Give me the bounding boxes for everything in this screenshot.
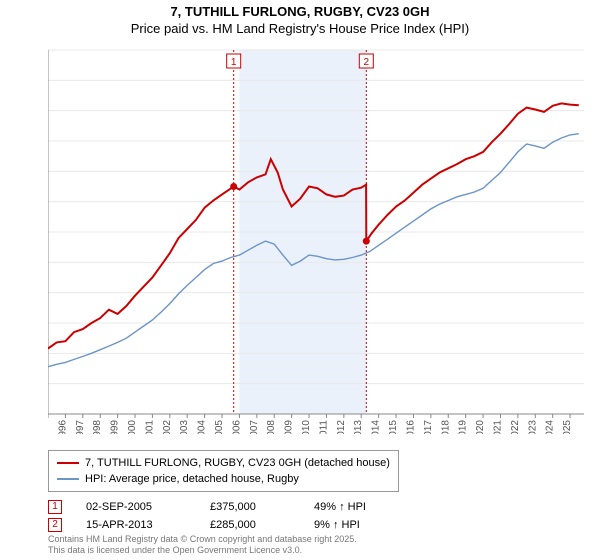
svg-text:2024: 2024 bbox=[545, 420, 556, 434]
svg-text:2014: 2014 bbox=[371, 420, 382, 434]
svg-text:2018: 2018 bbox=[440, 420, 451, 434]
svg-text:1999: 1999 bbox=[110, 420, 121, 434]
chart-container: 7, TUTHILL FURLONG, RUGBY, CV23 0GH Pric… bbox=[0, 0, 600, 560]
legend-row: HPI: Average price, detached house, Rugb… bbox=[57, 471, 390, 487]
footer-line2: This data is licensed under the Open Gov… bbox=[48, 545, 357, 556]
svg-text:2010: 2010 bbox=[301, 420, 312, 434]
sale-date: 02-SEP-2005 bbox=[86, 498, 186, 516]
legend-row: 7, TUTHILL FURLONG, RUGBY, CV23 0GH (det… bbox=[57, 455, 390, 471]
title-address: 7, TUTHILL FURLONG, RUGBY, CV23 0GH bbox=[0, 4, 600, 19]
sale-row: 2 15-APR-2013 £285,000 9% ↑ HPI bbox=[48, 516, 414, 534]
svg-text:2012: 2012 bbox=[336, 420, 347, 434]
footer: Contains HM Land Registry data © Crown c… bbox=[48, 534, 357, 556]
svg-text:2003: 2003 bbox=[179, 420, 190, 434]
svg-text:2011: 2011 bbox=[318, 420, 329, 434]
title-subtitle: Price paid vs. HM Land Registry's House … bbox=[0, 21, 600, 36]
svg-text:2: 2 bbox=[364, 57, 370, 68]
svg-text:2025: 2025 bbox=[562, 420, 573, 434]
sale-price: £375,000 bbox=[210, 498, 290, 516]
svg-text:2013: 2013 bbox=[353, 420, 364, 434]
legend-swatch-red bbox=[57, 462, 79, 464]
sale-date: 15-APR-2013 bbox=[86, 516, 186, 534]
svg-text:1997: 1997 bbox=[75, 420, 86, 434]
sale-price: £285,000 bbox=[210, 516, 290, 534]
svg-text:1995: 1995 bbox=[48, 420, 51, 434]
legend-label: 7, TUTHILL FURLONG, RUGBY, CV23 0GH (det… bbox=[85, 455, 390, 471]
svg-text:2006: 2006 bbox=[231, 420, 242, 434]
svg-text:2023: 2023 bbox=[527, 420, 538, 434]
title-block: 7, TUTHILL FURLONG, RUGBY, CV23 0GH Pric… bbox=[0, 0, 600, 36]
chart-svg: £0£50K£100K£150K£200K£250K£300K£350K£400… bbox=[48, 44, 588, 434]
svg-text:2007: 2007 bbox=[249, 420, 260, 434]
legend-swatch-blue bbox=[57, 478, 79, 480]
svg-text:2000: 2000 bbox=[127, 420, 138, 434]
svg-text:2020: 2020 bbox=[475, 420, 486, 434]
legend: 7, TUTHILL FURLONG, RUGBY, CV23 0GH (det… bbox=[48, 450, 399, 492]
svg-text:1: 1 bbox=[231, 57, 237, 68]
svg-text:1998: 1998 bbox=[92, 420, 103, 434]
chart-area: £0£50K£100K£150K£200K£250K£300K£350K£400… bbox=[48, 44, 588, 434]
svg-text:2016: 2016 bbox=[405, 420, 416, 434]
svg-text:2022: 2022 bbox=[510, 420, 521, 434]
svg-text:2015: 2015 bbox=[388, 420, 399, 434]
svg-text:2019: 2019 bbox=[458, 420, 469, 434]
svg-text:2017: 2017 bbox=[423, 420, 434, 434]
svg-text:2009: 2009 bbox=[284, 420, 295, 434]
svg-text:1996: 1996 bbox=[57, 420, 68, 434]
svg-text:2008: 2008 bbox=[266, 420, 277, 434]
svg-text:2004: 2004 bbox=[197, 420, 208, 434]
svg-text:2001: 2001 bbox=[144, 420, 155, 434]
svg-text:2002: 2002 bbox=[162, 420, 173, 434]
sale-pct: 9% ↑ HPI bbox=[314, 516, 414, 534]
footer-line1: Contains HM Land Registry data © Crown c… bbox=[48, 534, 357, 545]
svg-text:2021: 2021 bbox=[492, 420, 503, 434]
sale-pct: 49% ↑ HPI bbox=[314, 498, 414, 516]
svg-text:2005: 2005 bbox=[214, 420, 225, 434]
sale-rows: 1 02-SEP-2005 £375,000 49% ↑ HPI 2 15-AP… bbox=[48, 498, 414, 534]
sale-marker-icon: 2 bbox=[48, 518, 62, 532]
sale-row: 1 02-SEP-2005 £375,000 49% ↑ HPI bbox=[48, 498, 414, 516]
sale-marker-icon: 1 bbox=[48, 500, 62, 514]
legend-label: HPI: Average price, detached house, Rugb… bbox=[85, 471, 299, 487]
